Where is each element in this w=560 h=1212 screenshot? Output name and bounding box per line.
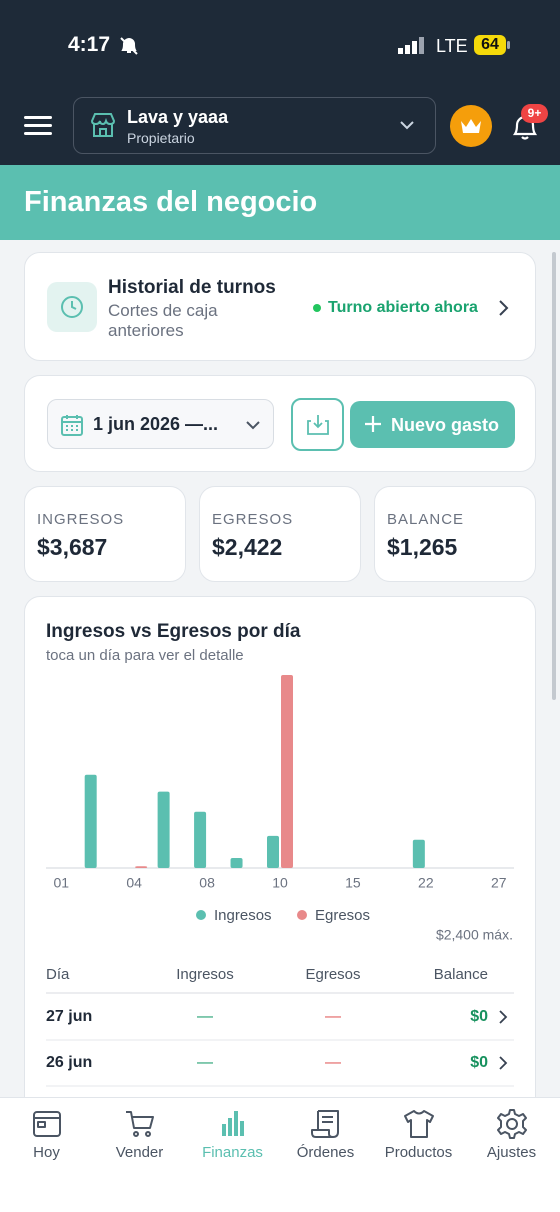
- download-button[interactable]: [291, 398, 344, 451]
- battery: 64: [474, 35, 506, 55]
- signal-icon: [398, 37, 424, 54]
- network: LTE: [436, 36, 468, 56]
- stat-card: EGRESOS $2,422: [199, 486, 361, 582]
- nav-item[interactable]: Productos: [372, 1108, 465, 1161]
- battery-tip: [507, 41, 510, 49]
- notification-badge: 9+: [521, 104, 548, 123]
- clock-icon: [61, 296, 83, 318]
- status-dot: [313, 304, 321, 312]
- chevron-right: [499, 300, 509, 316]
- stat-card: BALANCE $1,265: [374, 486, 536, 582]
- bottom-nav: Hoy Vender Finanzas Órdenes Productos Ajustes: [0, 1097, 560, 1212]
- nav-icon: [221, 1111, 244, 1136]
- business-name: Lava y yaaa: [127, 107, 229, 127]
- toolbar-card: 1 jun 2026 —... Nuevo gasto: [24, 375, 536, 472]
- nav-item[interactable]: Vender: [93, 1108, 186, 1161]
- nav-label: Vender: [115, 1144, 164, 1161]
- nav-label: Hoy: [33, 1144, 60, 1161]
- nav-icon: [403, 1110, 434, 1138]
- chart-card: [24, 596, 536, 1156]
- mute-icon: [120, 37, 138, 55]
- stat-label: BALANCE: [387, 511, 465, 528]
- nav-item[interactable]: Finanzas: [186, 1108, 279, 1161]
- shift-status: Turno abierto ahora: [328, 299, 478, 316]
- top-bar: 4:17 LTE 64 Lava y yaaa Propietario 9+: [0, 0, 560, 165]
- shift-subtitle: Cortes de caja anteriores: [108, 301, 218, 340]
- stat-label: INGRESOS: [37, 511, 125, 528]
- nav-item[interactable]: Hoy: [0, 1108, 93, 1161]
- nav-item[interactable]: Ajustes: [465, 1108, 558, 1161]
- nav-icon: [32, 1111, 61, 1137]
- nav-item[interactable]: Órdenes: [279, 1108, 372, 1161]
- plus-icon: [365, 416, 381, 432]
- nav-label: Productos: [384, 1144, 453, 1161]
- stat-value: $1,265: [387, 534, 458, 560]
- stat-label: EGRESOS: [212, 511, 294, 528]
- nav-label: Órdenes: [296, 1144, 355, 1161]
- role: Propietario: [127, 130, 195, 146]
- chevron-down: [246, 421, 260, 430]
- nav-label: Ajustes: [486, 1144, 537, 1161]
- new-expense-label: Nuevo gasto: [391, 415, 500, 435]
- date-range: 1 jun 2026 —...: [93, 414, 219, 434]
- download-icon: [307, 415, 329, 435]
- shift-title: Historial de turnos: [108, 277, 276, 298]
- calendar-icon: [61, 415, 83, 436]
- stat-value: $3,687: [37, 534, 108, 560]
- store-icon: [90, 113, 116, 137]
- date-range-select[interactable]: 1 jun 2026 —...: [47, 399, 274, 449]
- title-band: Finanzas del negocio: [0, 165, 560, 240]
- clock: 4:17: [68, 33, 111, 56]
- new-expense-button[interactable]: Nuevo gasto: [350, 401, 515, 448]
- clock-icon-box: [47, 282, 97, 332]
- premium-button[interactable]: [450, 105, 492, 147]
- crown-icon: [461, 119, 481, 133]
- shift-card[interactable]: Historial de turnos Cortes de caja anter…: [24, 252, 536, 361]
- nav-icon: [310, 1110, 339, 1138]
- nav-icon: [125, 1111, 154, 1137]
- business-selector[interactable]: Lava y yaaa Propietario: [73, 97, 436, 154]
- stat-value: $2,422: [212, 534, 283, 560]
- nav-icon: [496, 1109, 527, 1139]
- nav-label: Finanzas: [202, 1144, 263, 1161]
- stat-card: INGRESOS $3,687: [24, 486, 186, 582]
- scrollbar: [552, 252, 556, 700]
- page-title: Finanzas del negocio: [24, 186, 318, 218]
- menu-button[interactable]: [24, 115, 52, 137]
- chevron-down: [400, 121, 414, 130]
